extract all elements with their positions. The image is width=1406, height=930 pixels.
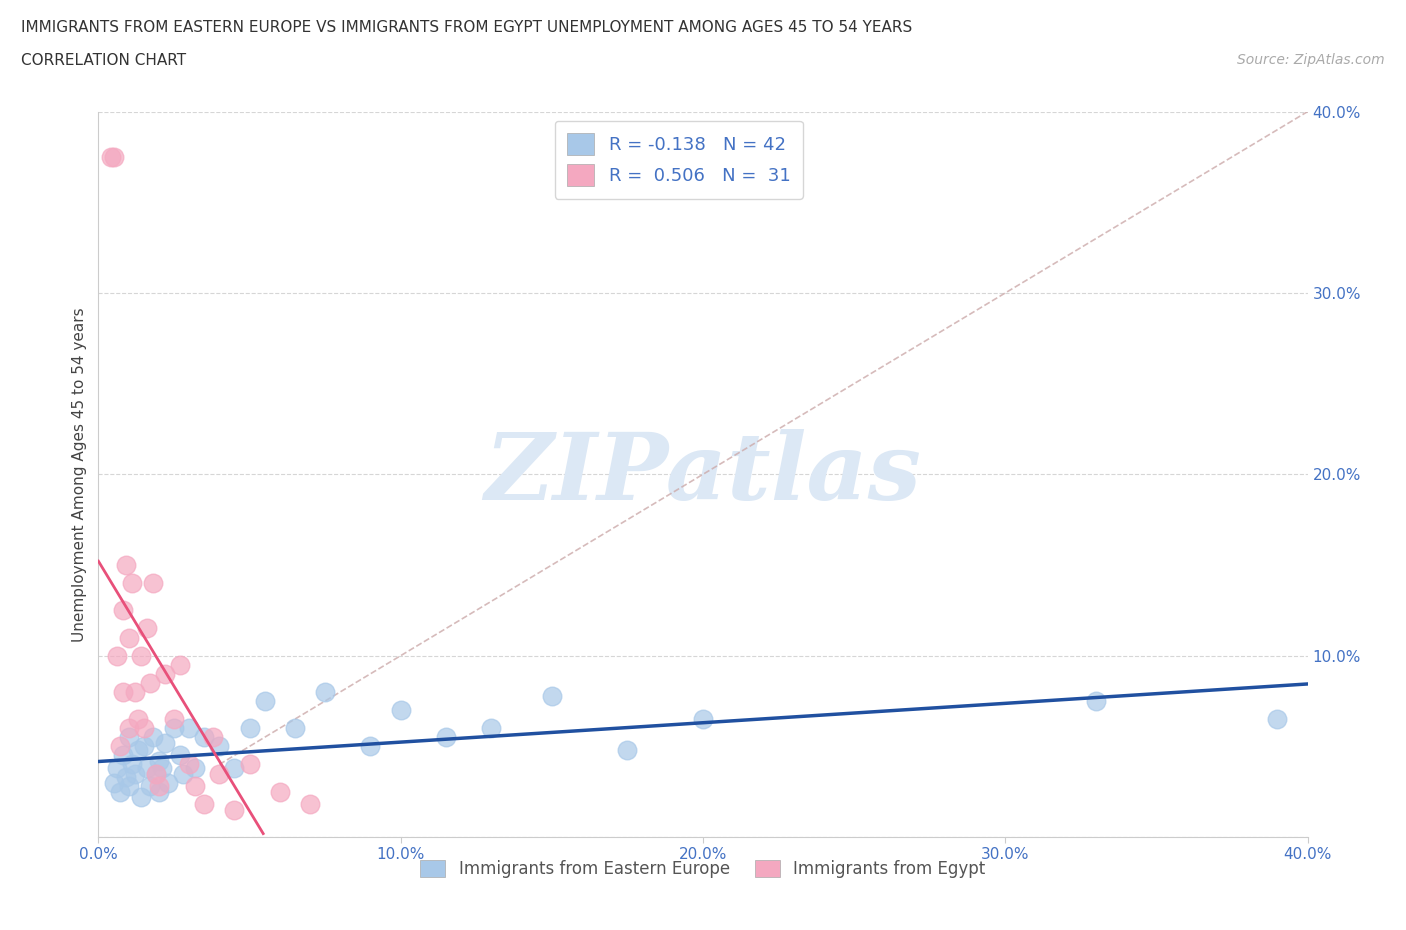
Point [114,558,136,573]
Point [314,684,336,699]
Point [145,766,167,781]
Point [124,684,146,699]
Point [202,730,225,745]
Point [434,730,457,745]
Point [153,736,176,751]
Point [139,675,162,690]
Point [142,730,165,745]
Point [208,738,231,753]
Point [239,721,262,736]
Point [389,703,412,718]
Point [169,748,191,763]
Text: IMMIGRANTS FROM EASTERN EUROPE VS IMMIGRANTS FROM EGYPT UNEMPLOYMENT AMONG AGES : IMMIGRANTS FROM EASTERN EUROPE VS IMMIGR… [21,20,912,35]
Point [105,648,128,663]
Point [124,766,146,781]
Point [169,658,191,672]
Point [135,761,157,776]
Point [148,753,170,768]
Point [127,711,149,726]
Point [145,766,167,781]
Text: ZIPatlas: ZIPatlas [485,430,921,519]
Point [208,766,231,781]
Point [616,742,638,757]
Point [111,603,134,618]
Point [132,721,155,736]
Point [179,721,201,736]
Point [299,797,322,812]
Legend: Immigrants from Eastern Europe, Immigrants from Egypt: Immigrants from Eastern Europe, Immigran… [412,852,994,886]
Point [105,761,128,776]
Point [184,761,207,776]
Point [111,748,134,763]
Point [481,721,503,736]
Point [129,790,152,804]
Point [103,150,125,165]
Point [150,761,173,776]
Y-axis label: Unemployment Among Ages 45 to 54 years: Unemployment Among Ages 45 to 54 years [72,307,87,642]
Point [118,778,141,793]
Point [184,778,207,793]
Point [135,621,157,636]
Text: Source: ZipAtlas.com: Source: ZipAtlas.com [1237,53,1385,67]
Point [148,784,170,799]
Point [148,778,170,793]
Point [179,757,201,772]
Point [1267,711,1289,726]
Point [118,721,141,736]
Point [139,778,162,793]
Point [127,742,149,757]
Point [103,776,125,790]
Point [118,631,141,645]
Point [253,694,276,709]
Point [193,730,215,745]
Point [172,766,194,781]
Point [163,721,186,736]
Point [100,150,122,165]
Point [111,684,134,699]
Point [269,784,291,799]
Point [284,721,307,736]
Point [118,730,141,745]
Text: CORRELATION CHART: CORRELATION CHART [21,53,186,68]
Point [540,688,562,703]
Point [108,784,131,799]
Point [108,738,131,753]
Point [692,711,714,726]
Point [121,757,143,772]
Point [163,711,186,726]
Point [121,576,143,591]
Point [156,776,179,790]
Point [132,738,155,753]
Point [360,738,382,753]
Point [193,797,215,812]
Point [224,803,246,817]
Point [224,761,246,776]
Point [1085,694,1108,709]
Point [153,667,176,682]
Point [239,757,262,772]
Point [129,648,152,663]
Point [142,576,165,591]
Point [114,770,136,785]
